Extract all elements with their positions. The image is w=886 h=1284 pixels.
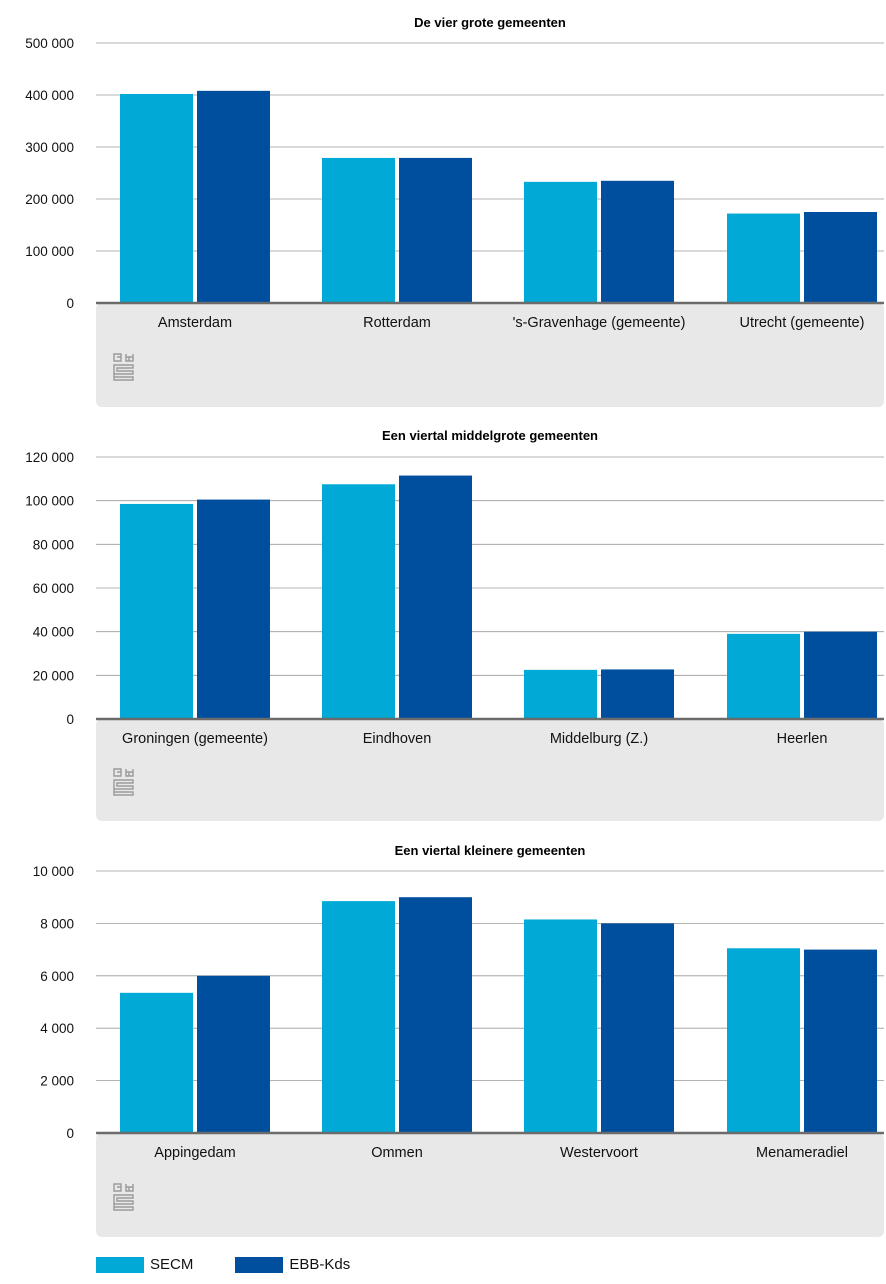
y-tick-label: 40 000: [33, 625, 74, 640]
bar-secm-middelburg-z: [524, 669, 597, 719]
y-tick-label: 20 000: [33, 668, 74, 683]
x-tick-label: Ommen: [371, 1145, 423, 1161]
legend-item-ebb-kds: EBB-Kds: [235, 1256, 350, 1273]
bar-ebb-kds-amsterdam: [197, 90, 270, 303]
bar-ebb-kds-heerlen: [804, 631, 877, 719]
x-tick-label: Westervoort: [560, 1145, 638, 1161]
y-tick-label: 100 000: [25, 494, 74, 509]
y-tick-label: 80 000: [33, 537, 74, 552]
bar-secm-utrecht-gemeente: [727, 213, 800, 303]
bar-secm-rotterdam: [322, 157, 395, 303]
x-tick-label: Rotterdam: [363, 315, 431, 331]
x-tick-label: Utrecht (gemeente): [740, 315, 865, 331]
chart-title: Een viertal kleinere gemeenten: [395, 843, 586, 858]
legend-swatch-ebb-kds: [235, 1256, 284, 1273]
y-tick-label: 120 000: [25, 450, 74, 465]
bar-ebb-kds-groningen-gemeente: [197, 499, 270, 719]
legend-item-secm: SECM: [96, 1256, 193, 1273]
bar-ebb-kds-s-gravenhage-gemeente: [601, 180, 674, 303]
bar-ebb-kds-ommen: [399, 897, 472, 1133]
x-tick-label: 's-Gravenhage (gemeente): [513, 315, 686, 331]
cbs-logo-icon: [113, 353, 134, 381]
chart-panel-3: Een viertal kleinere gemeenten 0 2 000 4 00…: [33, 843, 884, 1237]
y-tick-label: 0: [66, 1126, 74, 1141]
y-tick-label: 0: [66, 296, 74, 311]
y-tick-label: 2 000: [40, 1074, 74, 1089]
y-tick-label: 100 000: [25, 244, 74, 259]
y-tick-label: 500 000: [25, 36, 74, 51]
chart-title: Een viertal middelgrote gemeenten: [382, 428, 598, 443]
chart-title: De vier grote gemeenten: [414, 15, 566, 30]
axis-footer-background: [96, 303, 884, 407]
bar-ebb-kds-menameradiel: [804, 949, 877, 1133]
y-tick-label: 10 000: [33, 864, 74, 879]
axis-footer-background: [96, 1133, 884, 1237]
chart-panel-2: Een viertal middelgrote gemeenten 0 20 000…: [25, 428, 884, 821]
bar-ebb-kds-utrecht-gemeente: [804, 212, 877, 303]
x-tick-label: Eindhoven: [363, 731, 432, 747]
bar-secm-eindhoven: [322, 484, 395, 719]
bar-ebb-kds-eindhoven: [399, 475, 472, 719]
legend-swatch-secm: [96, 1256, 144, 1273]
bar-secm-groningen-gemeente: [120, 503, 193, 719]
y-tick-label: 6 000: [40, 969, 74, 984]
y-tick-label: 200 000: [25, 192, 74, 207]
bar-ebb-kds-appingedam: [197, 975, 270, 1133]
y-tick-label: 0: [66, 712, 74, 727]
cbs-logo-icon: [113, 1183, 134, 1211]
bar-ebb-kds-rotterdam: [399, 157, 472, 303]
x-tick-label: Middelburg (Z.): [550, 731, 648, 747]
bar-secm-heerlen: [727, 633, 800, 719]
bar-secm-ommen: [322, 901, 395, 1133]
bar-ebb-kds-westervoort: [601, 923, 674, 1133]
y-tick-label: 8 000: [40, 916, 74, 931]
y-tick-label: 4 000: [40, 1021, 74, 1036]
y-tick-label: 300 000: [25, 140, 74, 155]
bar-secm-appingedam: [120, 992, 193, 1133]
bar-secm-westervoort: [524, 919, 597, 1133]
axis-footer-background: [96, 719, 884, 821]
bar-ebb-kds-middelburg-z: [601, 669, 674, 719]
x-tick-label: Heerlen: [777, 731, 828, 747]
chart-panel-1: De vier grote gemeenten 0 100 000 200 000 30…: [25, 15, 884, 407]
bar-secm-amsterdam: [120, 93, 193, 304]
bar-secm-menameradiel: [727, 948, 800, 1133]
x-tick-label: Groningen (gemeente): [122, 731, 268, 747]
cbs-logo-icon: [113, 768, 134, 796]
y-tick-label: 400 000: [25, 88, 74, 103]
x-tick-label: Menameradiel: [756, 1145, 848, 1161]
x-tick-label: Appingedam: [154, 1145, 235, 1161]
legend: SECM EBB-Kds: [96, 1256, 392, 1273]
legend-label-ebb-kds: EBB-Kds: [289, 1256, 351, 1273]
legend-label-secm: SECM: [150, 1256, 194, 1273]
x-tick-label: Amsterdam: [158, 315, 232, 331]
bar-secm-s-gravenhage-gemeente: [524, 181, 597, 303]
y-tick-label: 60 000: [33, 581, 74, 596]
